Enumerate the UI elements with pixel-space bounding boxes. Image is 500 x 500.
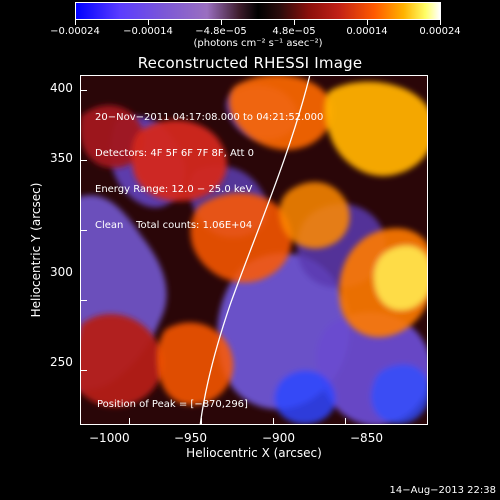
y-tick-label: 300 [50,265,73,279]
x-tick-mark [345,418,346,424]
x-tick-label: −900 [262,431,295,445]
y-tick-mark [81,300,87,301]
y-tick-mark [81,230,87,231]
colorbar-gradient [75,2,441,20]
x-axis-label: Heliocentric X (arcsec) [186,446,322,460]
plot-area: 20−Nov−2011 04:17:08.000 to 04:21:52.000… [80,75,428,425]
colorbar-tick [367,19,368,25]
y-axis-label: Heliocentric Y (arcsec) [29,182,43,318]
limb-curve [199,76,311,424]
plot-title: Reconstructed RHESSI Image [137,54,363,72]
colorbar-label: 0.00014 [346,26,388,37]
colorbar-label: −4.8e−05 [195,26,247,37]
colorbar-label: 0.00024 [419,26,461,37]
reconstructed-image [81,76,427,424]
x-tick-mark [129,418,130,424]
colorbar-section: −0.00024 −0.00014 −4.8e−05 4.8e−05 0.000… [50,2,461,58]
info-line: Energy Range: 12.0 − 25.0 keV [95,184,253,195]
positive-features [81,76,427,407]
colorbar-units: (photons cm⁻² s⁻¹ asec⁻²) [193,38,323,49]
colorbar-label: −0.00024 [50,26,100,37]
x-tick-mark [201,418,202,424]
x-tick-mark [273,418,274,424]
y-tick-label: 350 [50,151,73,165]
peak-position: Position of Peak = [−870,296] [97,399,248,410]
info-line: Detectors: 4F 5F 6F 7F 8F, Att 0 [95,148,255,159]
colorbar-tick [221,19,222,25]
y-tick-label: 400 [50,81,73,95]
colorbar-tick [294,19,295,25]
footer-date: 14−Aug−2013 22:38 [389,485,496,496]
colorbar-label: 4.8e−05 [272,26,316,37]
colorbar-label: −0.00014 [123,26,173,37]
info-line: 20−Nov−2011 04:17:08.000 to 04:21:52.000 [95,112,324,123]
info-line: Clean Total counts: 1.06E+04 [95,220,253,231]
x-tick-label: −850 [350,431,383,445]
colorbar-tick [75,19,76,25]
colorbar-tick [148,19,149,25]
plot-info: 20−Nov−2011 04:17:08.000 to 04:21:52.000… [95,88,323,256]
x-tick-label: −1000 [89,431,130,445]
y-tick-mark [81,370,87,371]
colorbar-tick [440,19,441,25]
y-tick-label: 250 [50,355,73,369]
y-tick-mark [81,90,87,91]
x-tick-label: −950 [174,431,207,445]
y-tick-mark [81,160,87,161]
